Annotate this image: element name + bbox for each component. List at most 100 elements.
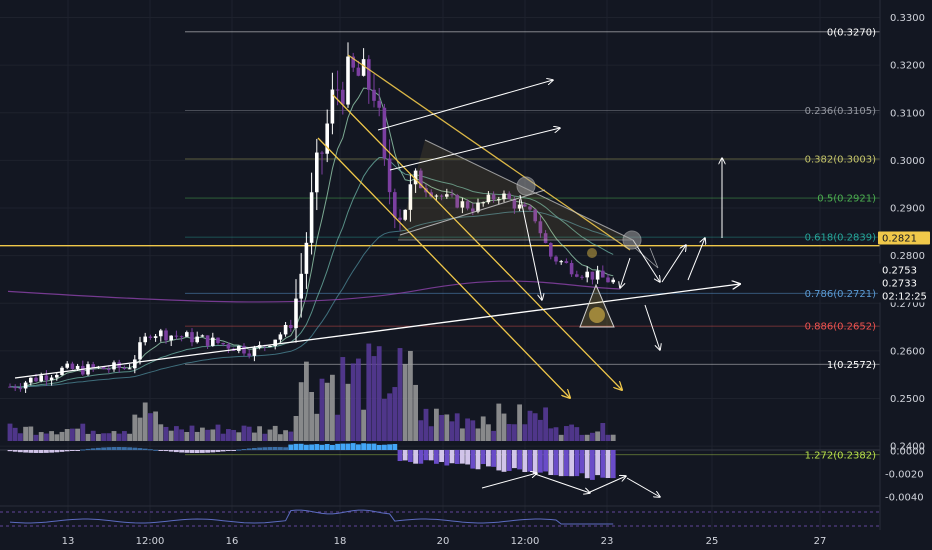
candle-body: [476, 202, 480, 212]
volume-bar: [428, 426, 434, 441]
price-tick-label: 0.2500: [890, 394, 925, 405]
volume-bar: [283, 430, 288, 441]
fib-level-label: 0.236(0.3105): [805, 106, 877, 117]
time-tick-label: 27: [814, 536, 827, 547]
candle-body: [611, 279, 615, 283]
volume-bar: [501, 413, 507, 441]
macd-bar: [460, 450, 465, 464]
macd-bar: [480, 450, 486, 465]
candle-body: [273, 339, 277, 346]
candle-body: [335, 89, 340, 91]
candle-body: [569, 263, 574, 275]
macd-bar: [28, 450, 34, 453]
volume-bar: [356, 358, 361, 441]
volume-bar: [179, 429, 184, 441]
candle-body: [23, 382, 28, 389]
candle-body: [580, 276, 584, 278]
macd-bar: [200, 450, 205, 453]
volume-bar: [569, 424, 574, 441]
macd-bar: [543, 450, 548, 472]
macd-bar: [18, 450, 23, 453]
macd-bar: [179, 450, 184, 453]
macd-bar: [210, 450, 216, 453]
candle-body: [554, 256, 558, 262]
candle-body: [341, 89, 345, 105]
candle-body: [320, 152, 324, 154]
price-label-text: 0.2733: [882, 279, 917, 290]
candle-body: [575, 274, 579, 277]
macd-bar: [527, 450, 533, 472]
macd-bar: [262, 447, 268, 450]
candle-body: [211, 337, 215, 346]
time-tick-label: 13: [62, 536, 75, 547]
candle-body: [55, 374, 59, 378]
volume-bar: [298, 382, 304, 441]
volume-bar: [33, 434, 39, 441]
macd-bar: [236, 449, 242, 451]
macd-bar: [340, 443, 346, 450]
macd-bar: [584, 450, 590, 479]
volume-bar: [564, 426, 569, 441]
fib-level-label: 1(0.2572): [827, 360, 876, 371]
volume-bar: [293, 415, 299, 441]
volume-bar: [345, 383, 351, 441]
candle-body: [491, 194, 496, 200]
macd-bar: [465, 450, 470, 465]
rsi-line: [9, 509, 614, 525]
volume-bar: [522, 424, 528, 441]
volume-bar: [241, 425, 247, 441]
time-tick-label: 18: [334, 536, 347, 547]
macd-bar: [184, 450, 190, 453]
candle-body: [387, 158, 392, 193]
macd-divergence-arrow: [589, 476, 626, 493]
macd-bar: [397, 450, 403, 462]
candle-body: [356, 67, 361, 76]
candle-body: [512, 198, 517, 209]
volume-bar: [475, 428, 481, 441]
candle-body: [107, 369, 111, 371]
volume-bar: [600, 423, 606, 441]
candle-body: [185, 332, 189, 337]
wedge-fill: [398, 140, 633, 240]
projection-arrow: [389, 128, 560, 171]
candle-body: [29, 377, 33, 383]
volume-bar: [314, 413, 320, 441]
time-tick-label: 16: [226, 536, 239, 547]
volume-bar: [605, 434, 611, 441]
volume-bar: [262, 433, 268, 441]
macd-bar: [610, 450, 616, 479]
volume-bar: [163, 426, 169, 441]
candle-body: [127, 368, 132, 370]
macd-bar: [418, 450, 424, 464]
volume-bar: [18, 433, 23, 441]
macd-bar: [158, 450, 164, 451]
pivot-circle-marker: [516, 176, 536, 196]
candle-body: [367, 59, 371, 90]
candle-body: [315, 152, 319, 193]
candle-body: [533, 209, 537, 222]
ema-slow-line: [10, 210, 614, 388]
macd-bar: [449, 450, 455, 464]
volume-bar: [449, 421, 455, 441]
time-tick-label: 23: [601, 536, 614, 547]
macd-bar: [85, 448, 91, 450]
macd-bar: [423, 450, 429, 461]
candle-body: [445, 194, 449, 197]
fib-level-label: 0.786(0.2721): [805, 289, 877, 300]
macd-bar: [272, 447, 278, 450]
macd-bar: [12, 450, 18, 452]
macd-bar: [428, 450, 434, 461]
macd-bar: [569, 450, 574, 477]
candle-body: [221, 342, 225, 345]
candle-body: [403, 209, 407, 220]
volume-bar: [558, 434, 564, 441]
candle-body: [216, 337, 220, 343]
macd-bar: [319, 444, 325, 450]
candle-body: [471, 208, 475, 212]
macd-bar: [293, 443, 299, 450]
macd-bar: [408, 450, 413, 463]
volume-bar: [54, 434, 60, 441]
macd-bar: [335, 443, 340, 450]
macd-bar: [132, 447, 138, 450]
